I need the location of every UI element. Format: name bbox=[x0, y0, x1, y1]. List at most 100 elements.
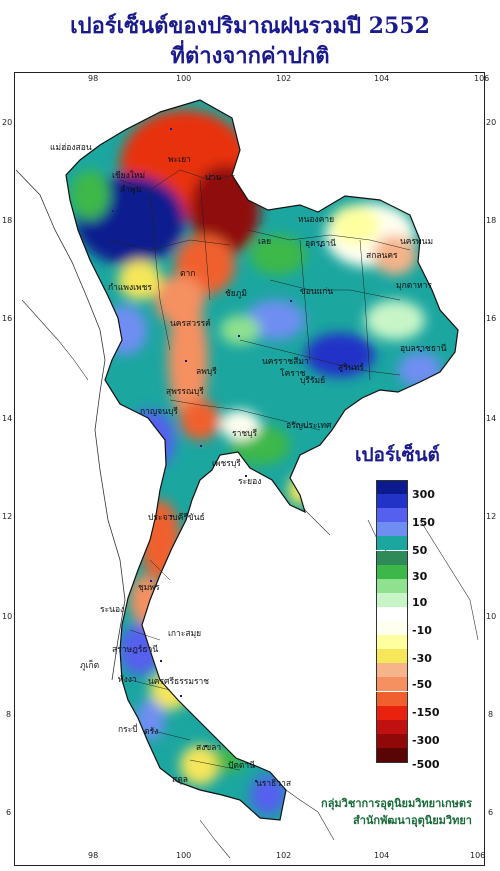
legend-label: 300 bbox=[412, 488, 435, 501]
legend-label: -500 bbox=[412, 758, 440, 771]
place-label: กระบี่ bbox=[118, 725, 138, 735]
legend-label: 30 bbox=[412, 570, 428, 583]
credit-line-2: สำนักพัฒนาอุตุนิยมวิทยา bbox=[353, 814, 472, 827]
place-label: ระนอง bbox=[100, 605, 125, 615]
place-label: เชียงใหม่ bbox=[112, 171, 146, 181]
lat-tick-left: 14 bbox=[2, 414, 13, 423]
legend-swatch bbox=[376, 663, 408, 678]
legend-label: -150 bbox=[412, 706, 440, 719]
place-label: เลย bbox=[258, 237, 272, 247]
lat-tick-left: 8 bbox=[6, 710, 12, 719]
legend-swatch bbox=[376, 550, 408, 565]
lat-tick-right: 6 bbox=[488, 808, 494, 817]
place-label: กำแพงเพชร bbox=[108, 283, 152, 293]
legend-label: 50 bbox=[412, 544, 428, 557]
legend-swatch bbox=[376, 635, 408, 650]
lat-tick-left: 20 bbox=[2, 118, 13, 127]
legend-swatch bbox=[376, 733, 408, 748]
legend-swatch bbox=[376, 677, 408, 692]
legend-label: -300 bbox=[412, 734, 440, 747]
place-label: ปัตตานี bbox=[228, 761, 256, 771]
legend-swatch bbox=[376, 649, 408, 664]
place-label: โคราช bbox=[280, 369, 306, 379]
legend-swatch bbox=[376, 621, 408, 636]
place-label: เพชรบุรี bbox=[212, 459, 241, 469]
lat-tick-right: 14 bbox=[486, 414, 497, 423]
place-label: บุรีรัมย์ bbox=[300, 376, 326, 386]
lon-tick-bottom: 98 bbox=[88, 851, 99, 860]
lat-tick-left: 10 bbox=[2, 612, 13, 621]
place-label: อุบลราชธานี bbox=[400, 344, 447, 354]
legend-swatch bbox=[376, 564, 408, 579]
lon-tick-top: 100 bbox=[176, 74, 192, 83]
place-label: นครสวรรค์ bbox=[170, 319, 211, 329]
lat-tick-right: 20 bbox=[486, 118, 497, 127]
lon-tick-top: 98 bbox=[88, 74, 99, 83]
legend-label: 10 bbox=[412, 596, 428, 609]
credit-line-1: กลุ่มวิชาการอุตุนิยมวิทยาเกษตร bbox=[321, 797, 472, 810]
lon-tick-bottom: 106 bbox=[470, 851, 486, 860]
place-label: ชัยภูมิ bbox=[225, 289, 247, 299]
place-label: สตูล bbox=[172, 775, 188, 785]
place-label: มุกดาหาร bbox=[396, 281, 432, 291]
lat-tick-left: 18 bbox=[2, 216, 13, 225]
place-label: ตรัง bbox=[144, 727, 159, 737]
place-label: สกลนคร bbox=[366, 251, 398, 261]
lat-tick-left: 12 bbox=[2, 512, 13, 521]
place-label: ลพบุรี bbox=[196, 367, 217, 377]
lat-tick-right: 8 bbox=[488, 710, 494, 719]
place-label: สุพรรณบุรี bbox=[166, 387, 204, 397]
place-label: สุราษฎร์ธานี bbox=[112, 645, 159, 655]
place-label: เกาะสมุย bbox=[168, 629, 202, 639]
map-title: เปอร์เซ็นต์ของปริมาณฝนรวมปี 2552 bbox=[70, 13, 430, 39]
lat-tick-left: 16 bbox=[2, 314, 13, 323]
legend-swatch bbox=[376, 592, 408, 607]
place-label: แม่ฮ่องสอน bbox=[50, 143, 92, 153]
lat-tick-right: 10 bbox=[486, 612, 497, 621]
place-label: สุรินทร์ bbox=[338, 363, 364, 373]
place-label: ราชบุรี bbox=[232, 429, 258, 439]
place-label: นครพนม bbox=[400, 237, 434, 247]
place-label: อุดรธานี bbox=[305, 239, 336, 249]
place-label: ตาก bbox=[180, 269, 196, 279]
place-label: ลำพูน bbox=[120, 185, 142, 195]
place-label: ประจวบคีรีขันธ์ bbox=[148, 513, 205, 523]
place-label: นครศรีธรรมราช bbox=[148, 677, 210, 687]
place-label: สงขลา bbox=[196, 743, 222, 753]
place-label: ระยอง bbox=[238, 477, 262, 487]
place-label: หนองคาย bbox=[298, 215, 335, 225]
lat-tick-right: 12 bbox=[486, 512, 497, 521]
legend-label: -10 bbox=[412, 624, 432, 637]
legend-swatch bbox=[376, 578, 408, 593]
legend-swatch bbox=[376, 494, 408, 509]
lat-tick-right: 16 bbox=[486, 314, 497, 323]
place-label: น่าน bbox=[205, 173, 222, 183]
lat-tick-right: 18 bbox=[486, 216, 497, 225]
legend-label: -50 bbox=[412, 678, 432, 691]
lon-tick-bottom: 100 bbox=[176, 851, 192, 860]
lon-tick-bottom: 104 bbox=[374, 851, 390, 860]
place-label: พะเยา bbox=[168, 155, 191, 165]
lon-tick-top: 102 bbox=[276, 74, 292, 83]
lon-tick-bottom: 102 bbox=[276, 851, 292, 860]
place-label: พังงา bbox=[118, 675, 137, 685]
place-label: ขอนแก่น bbox=[300, 287, 334, 297]
legend-swatch bbox=[376, 705, 408, 720]
legend-title: เปอร์เซ็นต์ bbox=[355, 444, 440, 466]
legend-swatch bbox=[376, 522, 408, 537]
legend-swatch bbox=[376, 747, 408, 763]
legend-swatch bbox=[376, 536, 408, 551]
place-label: นราธิวาส bbox=[256, 779, 292, 789]
map-subtitle: ที่ต่างจากค่าปกติ bbox=[170, 43, 330, 69]
legend-label: -30 bbox=[412, 652, 432, 665]
legend-swatch bbox=[376, 691, 408, 706]
place-label: ภูเก็ต bbox=[80, 661, 100, 671]
lat-tick-left: 6 bbox=[6, 808, 12, 817]
place-label: ชุมพร bbox=[138, 583, 160, 593]
legend-swatch bbox=[376, 719, 408, 734]
place-label: กาญจนบุรี bbox=[140, 407, 178, 417]
place-label: นครราชสีมา bbox=[262, 357, 309, 367]
legend-label: 150 bbox=[412, 516, 435, 529]
legend-swatch bbox=[376, 606, 408, 621]
place-label: อรัญประเทศ bbox=[286, 421, 332, 431]
